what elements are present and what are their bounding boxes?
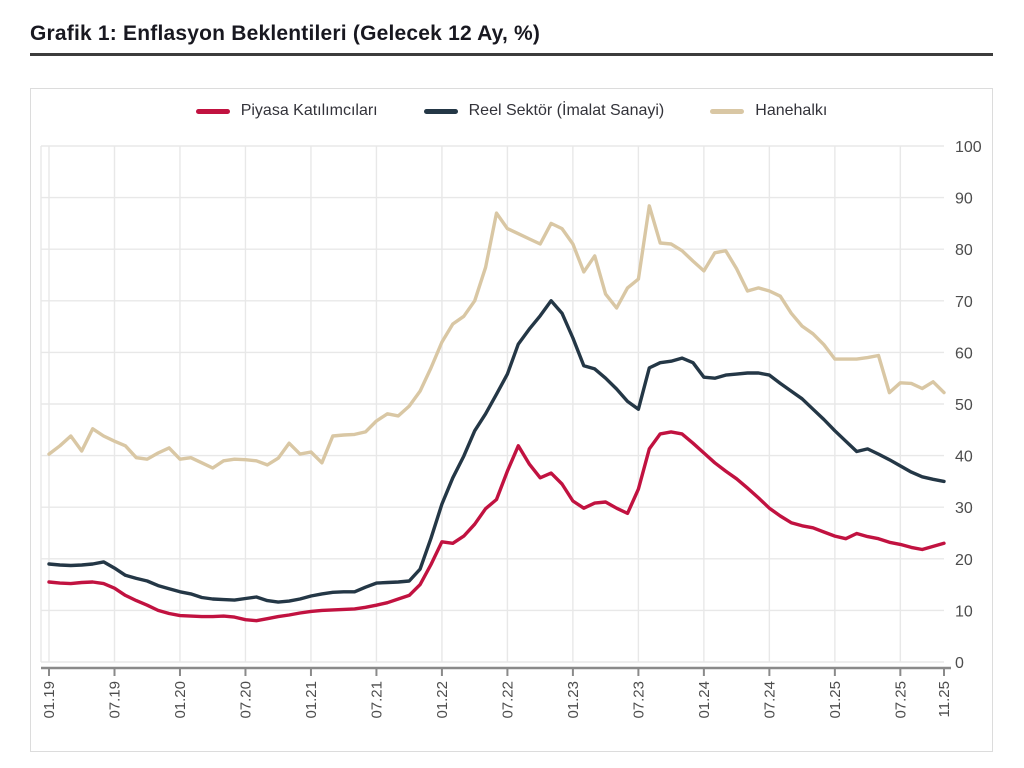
series-line-reel-sektor-i-malat-sanayi [47, 299, 946, 604]
legend-label-reel-sektor-i-malat-sanayi: Reel Sektör (İmalat Sanayi) [468, 102, 665, 119]
line-chart-plot: 01.19 07.19 01.20 07.20 01.21 07.21 01.22 07.22… [40, 139, 982, 719]
x-tick-label-01.23: 01.23 [565, 681, 582, 719]
y-tick-label-20: 20 [955, 552, 973, 569]
x-tick-label-01.21: 01.21 [303, 681, 320, 719]
chart-card: Piyasa Katılımcıları Reel Sektör (İmalat … [30, 88, 993, 752]
x-tick-label-07.22: 07.22 [499, 681, 516, 719]
x-axis: 01.19 07.19 01.20 07.20 01.21 07.21 01.22 07.22… [41, 666, 953, 719]
y-tick-label-90: 90 [955, 191, 973, 208]
x-tick-label-11.25: 11.25 [936, 681, 953, 717]
y-tick-label-0: 0 [955, 655, 964, 672]
legend-label-hanehalki: Hanehalkı [755, 102, 828, 119]
legend-item-hanehalki: Hanehalkı [710, 102, 827, 120]
series-line-hanehalki [47, 204, 946, 470]
y-tick-label-30: 30 [955, 500, 973, 517]
y-axis-labels: 0 10 20 30 40 50 60 70 80 90 100 [955, 139, 982, 672]
x-tick-label-07.20: 07.20 [237, 681, 254, 719]
y-tick-label-10: 10 [955, 603, 973, 620]
y-tick-label-100: 100 [955, 139, 982, 156]
x-tick-label-01.22: 01.22 [434, 681, 451, 719]
legend-swatch-reel-sektor-i-malat-sanayi [423, 108, 458, 114]
y-tick-label-70: 70 [955, 294, 973, 311]
x-tick-label-07.21: 07.21 [368, 681, 385, 719]
x-tick-label-07.23: 07.23 [630, 681, 647, 719]
legend-swatch-hanehalki [710, 108, 745, 114]
y-tick-label-80: 80 [955, 242, 973, 259]
chart-title: Grafik 1: Enflasyon Beklentileri (Gelece… [30, 22, 993, 56]
legend-label-piyasa-katilimcilari: Piyasa Katılımcıları [240, 102, 378, 119]
chart-legend: Piyasa Katılımcıları Reel Sektör (İmalat … [31, 102, 992, 120]
gridlines [40, 145, 944, 663]
y-tick-label-60: 60 [955, 345, 973, 362]
legend-swatch-piyasa-katilimcilari [195, 108, 230, 114]
x-tick-label-01.19: 01.19 [41, 681, 58, 719]
x-tick-label-07.24: 07.24 [761, 681, 778, 719]
y-tick-label-50: 50 [955, 397, 973, 414]
x-tick-label-07.19: 07.19 [106, 681, 123, 719]
x-tick-label-01.25: 01.25 [827, 681, 844, 719]
legend-item-reel-sektor-i-malat-sanayi: Reel Sektör (İmalat Sanayi) [423, 102, 665, 120]
series-line-piyasa-katilimcilari [47, 430, 946, 623]
x-tick-label-01.24: 01.24 [696, 681, 713, 719]
x-tick-label-07.25: 07.25 [892, 681, 909, 719]
y-tick-label-40: 40 [955, 449, 973, 466]
legend-item-piyasa-katilimcilari: Piyasa Katılımcıları [195, 102, 378, 120]
x-tick-label-01.20: 01.20 [172, 681, 189, 719]
